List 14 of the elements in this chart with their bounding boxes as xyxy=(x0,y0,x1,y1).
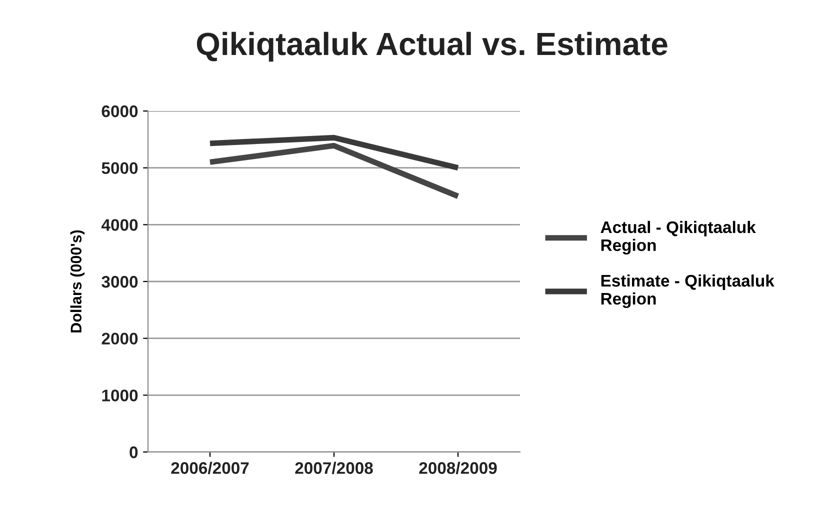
y-tick-label: 1000 xyxy=(102,390,138,402)
y-tick-label: 3000 xyxy=(102,276,138,288)
x-tick-label: 2007/2008 xyxy=(295,462,373,474)
x-tick-label: 2006/2007 xyxy=(171,462,249,474)
legend-label: Estimate - Qikiqtaaluk Region xyxy=(601,274,774,308)
legend-label: Actual - Qikiqtaaluk Region xyxy=(600,220,756,254)
y-tick-label: 5000 xyxy=(102,162,138,174)
y-tick-label: 6000 xyxy=(102,105,138,118)
x-tick-label: 2008/2009 xyxy=(419,462,497,474)
y-tick-label: 4000 xyxy=(101,219,138,231)
y-tick-label: 2000 xyxy=(102,332,138,345)
chart-title: Qikiqtaaluk Actual vs. Estimate xyxy=(196,32,668,62)
y-axis-title: Dollars (000's) xyxy=(70,230,85,332)
y-tick-label: 0 xyxy=(130,446,138,458)
